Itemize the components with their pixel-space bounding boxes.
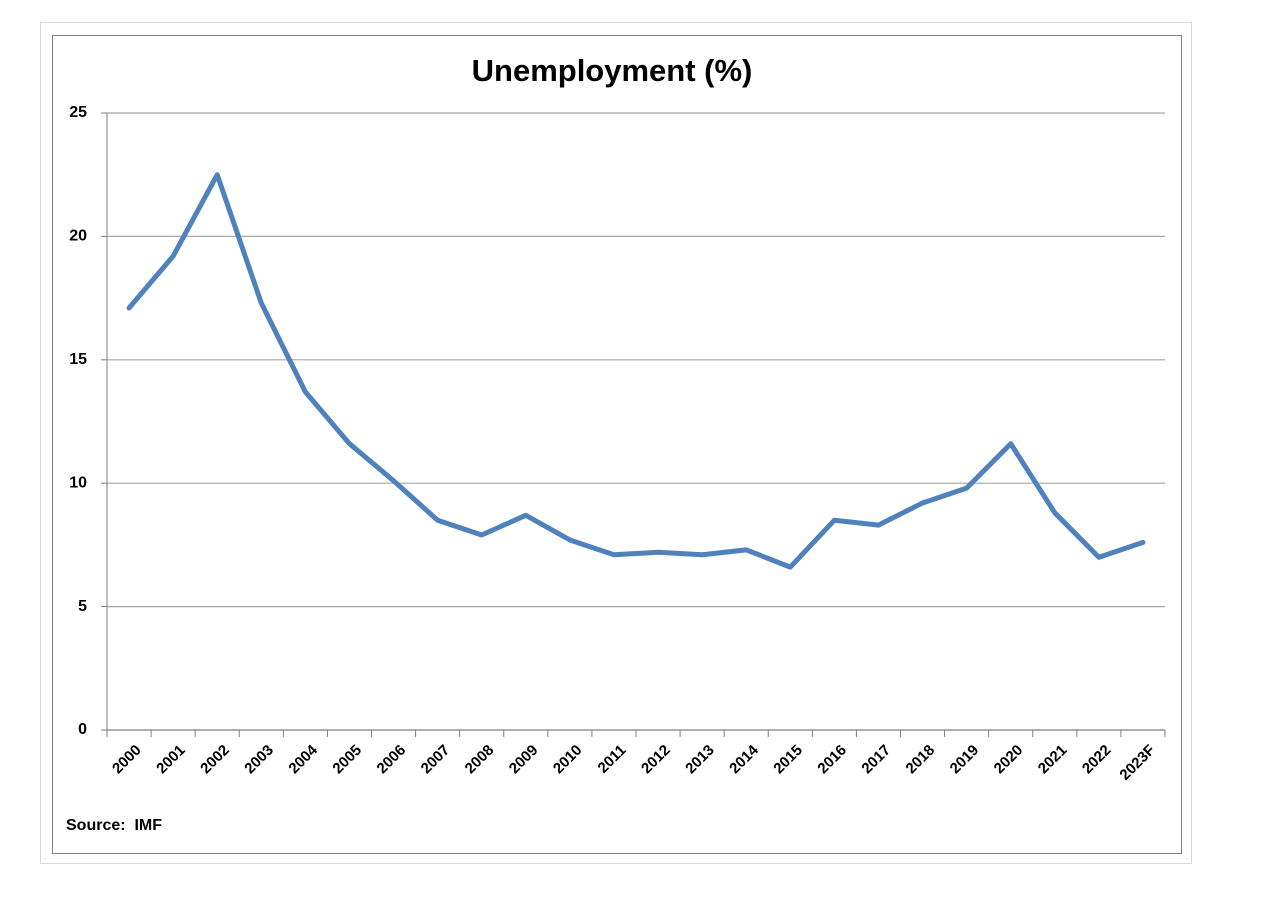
x-tick-label: 2012 xyxy=(638,742,674,778)
x-tick-label: 2023F xyxy=(1116,742,1158,784)
chart-title: Unemployment (%) xyxy=(472,53,753,88)
x-tick-label: 2005 xyxy=(329,742,365,778)
x-tick-label: 2020 xyxy=(991,742,1027,778)
x-tick-label: 2018 xyxy=(903,742,939,778)
x-tick-label: 2019 xyxy=(947,742,983,778)
x-tick-label: 2007 xyxy=(418,742,454,778)
x-tick-label: 2009 xyxy=(506,742,542,778)
x-tick-label: 2003 xyxy=(241,742,277,778)
x-tick-label: 2021 xyxy=(1035,742,1071,778)
x-tick-label: 2011 xyxy=(595,742,630,777)
source-note: Source: IMF xyxy=(66,817,162,834)
y-tick-label: 15 xyxy=(69,351,87,368)
x-tick-label: 2013 xyxy=(682,742,718,778)
y-tick-label: 25 xyxy=(69,104,87,121)
y-tick-label: 20 xyxy=(69,228,87,245)
x-tick-label: 2002 xyxy=(197,742,233,778)
x-tick-label: 2008 xyxy=(462,742,498,778)
chart-border xyxy=(52,35,1182,854)
y-tick-label: 5 xyxy=(78,598,87,615)
x-tick-label: 2010 xyxy=(550,742,586,778)
x-tick-label: 2016 xyxy=(814,742,850,778)
x-tick-label: 2000 xyxy=(109,742,145,778)
x-tick-label: 2014 xyxy=(726,741,762,777)
frame xyxy=(40,22,1192,864)
x-tick-label: 2001 xyxy=(153,742,189,778)
y-tick-label: 0 xyxy=(78,721,87,738)
x-tick-label: 2022 xyxy=(1079,742,1115,778)
x-tick-label: 2017 xyxy=(858,742,894,778)
y-tick-label: 10 xyxy=(69,474,87,491)
line xyxy=(126,172,1146,570)
x-tick-label: 2015 xyxy=(770,742,806,778)
x-tick-label: 2006 xyxy=(374,742,410,778)
x-tick-label: 2004 xyxy=(285,741,321,777)
